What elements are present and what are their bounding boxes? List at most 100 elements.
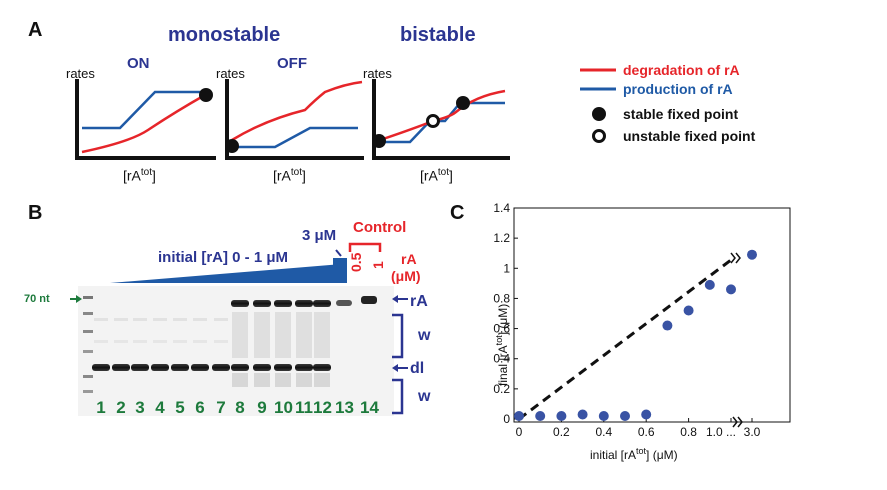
- smear-lane-10: [275, 312, 291, 358]
- xlabel-plot-1: [rAtot]: [123, 167, 156, 184]
- faint-band-lane-3: [133, 318, 147, 321]
- smear-lane-11: [296, 312, 312, 358]
- reference-dashed-line: [518, 258, 732, 421]
- smear-lane-12: [314, 312, 330, 358]
- dl-band-lane-3: [131, 364, 149, 371]
- smear-low-lane-9: [254, 373, 270, 387]
- faint-band-lane-5: [173, 318, 187, 321]
- plot-on: [75, 79, 216, 160]
- ra-band-lane-13: [336, 300, 352, 306]
- rates-label-2: rates: [216, 66, 245, 81]
- y-tick-label: 1: [503, 261, 510, 275]
- dl-band-lane-6: [191, 364, 209, 371]
- data-points: [514, 249, 757, 421]
- y-tick-label: 0.4: [493, 352, 510, 366]
- faint-band-lane-1: [94, 318, 108, 321]
- control-label: Control: [353, 219, 407, 236]
- production-curve-off: [232, 126, 358, 149]
- axis-break-bottom: [732, 416, 743, 428]
- data-point: [535, 410, 546, 421]
- y-tick-label: 0.2: [493, 382, 510, 396]
- band-ra-label: rA: [410, 293, 428, 310]
- ra-bands: [231, 296, 377, 307]
- legend-degradation-text: degradation of rA: [623, 62, 740, 78]
- faint-band2-lane-6: [193, 340, 207, 343]
- ra-band-lane-12: [313, 300, 331, 307]
- um-column-label: (μM): [391, 268, 421, 284]
- x-tick-label: 0.8: [680, 425, 697, 439]
- rates-label-1: rates: [66, 66, 95, 81]
- marker-arrow-head: [76, 295, 82, 303]
- x-tick-label: 0.6: [638, 425, 655, 439]
- y-tick-label: 0.8: [493, 291, 510, 305]
- degradation-curve-bistable: [379, 89, 506, 142]
- panel-b-label: B: [28, 202, 43, 224]
- lane-number-8: 8: [235, 398, 245, 417]
- xlabel-plot-2: [rAtot]: [273, 167, 306, 184]
- smear-lane-9: [254, 312, 270, 358]
- faint-band-lane-4: [153, 318, 167, 321]
- control-bracket: [348, 242, 382, 252]
- smear-lane-8: [232, 312, 248, 358]
- dl-band-lane-12: [313, 364, 331, 371]
- dl-band-lane-5: [171, 364, 189, 371]
- ra-band-lane-10: [274, 300, 292, 307]
- xlabel-plot-3: [rAtot]: [420, 167, 453, 184]
- three-um-label: 3 μM: [302, 227, 337, 244]
- smear-low-lane-12: [314, 373, 330, 387]
- x-tick-label: 3.0: [744, 425, 761, 439]
- marker-ladder: [83, 296, 93, 393]
- unstable-point: [426, 114, 440, 128]
- lane-number-4: 4: [155, 398, 165, 417]
- on-label: ON: [127, 55, 150, 72]
- marker-70nt-label: 70 nt: [24, 293, 50, 305]
- data-point: [641, 409, 652, 420]
- concentration-wedge: [110, 264, 342, 283]
- y-tick-label: 0.6: [493, 322, 510, 336]
- faint-band2-lane-3: [133, 340, 147, 343]
- data-point: [514, 410, 524, 421]
- legend-production-text: production of rA: [623, 81, 733, 97]
- lane-number-1: 1: [96, 398, 106, 417]
- faint-band2-lane-2: [114, 340, 128, 343]
- ra-band-lane-14: [361, 296, 377, 304]
- band-ra-arrowhead: [392, 295, 398, 303]
- chart-frame: [513, 207, 791, 423]
- stable-point-low: [372, 134, 386, 148]
- lane-smears: [94, 312, 330, 387]
- data-point: [620, 410, 630, 421]
- faint-band2-lane-7: [214, 340, 228, 343]
- x-tick-label: 0.2: [553, 425, 570, 439]
- rates-label-3: rates: [363, 66, 392, 81]
- data-point: [577, 409, 588, 420]
- band-dl-label: dl: [410, 360, 425, 377]
- x-tick-label: 0.4: [595, 425, 612, 439]
- y-ticks: 0 0.2 0.4 0.6 0.8 1 1.2 1.4: [493, 201, 518, 426]
- plot-off: [225, 79, 364, 160]
- panel-a-label: A: [28, 19, 43, 41]
- band-dl-arrowhead: [392, 364, 398, 372]
- lane-number-3: 3: [135, 398, 145, 417]
- y-tick-label: 1.4: [493, 201, 510, 215]
- panel-c-label: C: [450, 202, 465, 224]
- data-point: [683, 305, 694, 316]
- data-point: [662, 320, 673, 331]
- faint-band2-lane-4: [153, 340, 167, 343]
- smear-low-lane-11: [296, 373, 312, 387]
- dl-band-lane-11: [295, 364, 313, 371]
- dl-band-lane-4: [151, 364, 169, 371]
- ra-band-lane-9: [253, 300, 271, 307]
- dl-band-lane-1: [92, 364, 110, 371]
- initial-ra-label: initial [rA] 0 - 1 μM: [158, 249, 289, 266]
- rA-column-label: rA: [401, 251, 417, 267]
- data-point: [704, 279, 715, 290]
- axis-break-top: [730, 252, 741, 264]
- lane-number-12: 12: [313, 398, 332, 417]
- data-point: [556, 410, 567, 421]
- plot-bistable: [372, 79, 510, 160]
- legend-stable-text: stable fixed point: [623, 106, 739, 122]
- faint-band-lane-6: [193, 318, 207, 321]
- stable-point-off: [225, 139, 239, 153]
